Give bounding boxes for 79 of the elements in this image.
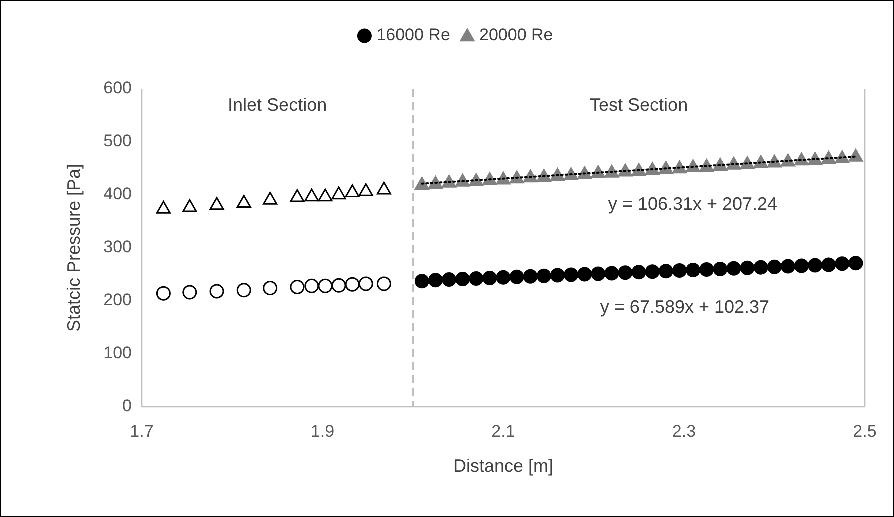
annotation: Test Section: [590, 94, 688, 115]
y-tick-label: 200: [104, 290, 132, 310]
point: [604, 266, 620, 281]
point: [290, 280, 305, 294]
point: [848, 256, 864, 271]
point: [376, 276, 392, 292]
point: [156, 201, 171, 214]
point: [740, 260, 755, 276]
point: [290, 189, 305, 202]
point: [645, 264, 660, 280]
x-tick-label: 2.5: [853, 422, 877, 441]
point: [523, 269, 538, 284]
point: [332, 278, 346, 293]
point: [658, 264, 674, 279]
point: [835, 256, 850, 272]
point: [510, 270, 524, 284]
point: [726, 261, 742, 276]
point: [822, 258, 836, 272]
y-tick-label: 400: [104, 184, 132, 204]
y-tick-label: 0: [122, 396, 132, 416]
point: [564, 268, 579, 282]
point: [236, 283, 252, 298]
point: [713, 262, 728, 276]
point: [686, 263, 701, 278]
point: [496, 270, 511, 285]
legend-label: 16000 Re: [376, 25, 450, 44]
point: [210, 284, 224, 299]
y-tick-label: 100: [104, 343, 132, 362]
point: [156, 286, 171, 301]
point: [182, 285, 198, 300]
point: [456, 272, 470, 287]
x-tick-label: 2.1: [492, 422, 516, 441]
point: [672, 264, 687, 278]
point: [414, 177, 430, 190]
point: [345, 184, 360, 198]
point: [469, 271, 484, 286]
y-tick-label: 600: [104, 78, 132, 98]
point: [414, 274, 430, 289]
point: [304, 188, 320, 202]
point: [318, 188, 333, 202]
point: [263, 281, 278, 296]
x-tick-label: 1.9: [310, 422, 335, 441]
point: [318, 278, 333, 294]
point: [376, 182, 392, 195]
x-tick-label: 1.7: [130, 422, 154, 441]
point: [794, 258, 809, 274]
point: [482, 270, 498, 286]
y-axis-title: Statcic Pressure [Pa]: [64, 164, 84, 332]
annotation: y = 106.31x + 207.24: [608, 194, 778, 214]
point: [767, 260, 782, 274]
point: [578, 267, 592, 282]
annotation: Inlet Section: [228, 94, 328, 115]
point: [700, 262, 714, 277]
x-axis-title: Distance [m]: [453, 456, 554, 476]
point: [550, 268, 565, 283]
point: [304, 278, 320, 294]
point: [591, 266, 606, 282]
point: [428, 273, 443, 288]
point: [618, 266, 633, 280]
point: [358, 184, 374, 196]
point: [182, 199, 198, 212]
point: [848, 149, 864, 162]
point: [536, 268, 552, 284]
point: [332, 186, 346, 200]
point: [780, 259, 796, 274]
point: [442, 272, 457, 288]
x-tick-label: 2.3: [672, 422, 696, 441]
point: [210, 197, 224, 210]
annotation: y = 67.589x + 102.37: [600, 296, 770, 317]
point: [236, 195, 252, 208]
point: [632, 265, 646, 280]
point: [345, 277, 360, 292]
point: [358, 276, 374, 292]
legend-label: 20000 Re: [480, 25, 554, 44]
point: [808, 258, 823, 273]
y-tick-label: 500: [104, 131, 132, 150]
point: [263, 192, 278, 205]
point: [754, 260, 768, 275]
y-tick-label: 300: [104, 237, 132, 256]
